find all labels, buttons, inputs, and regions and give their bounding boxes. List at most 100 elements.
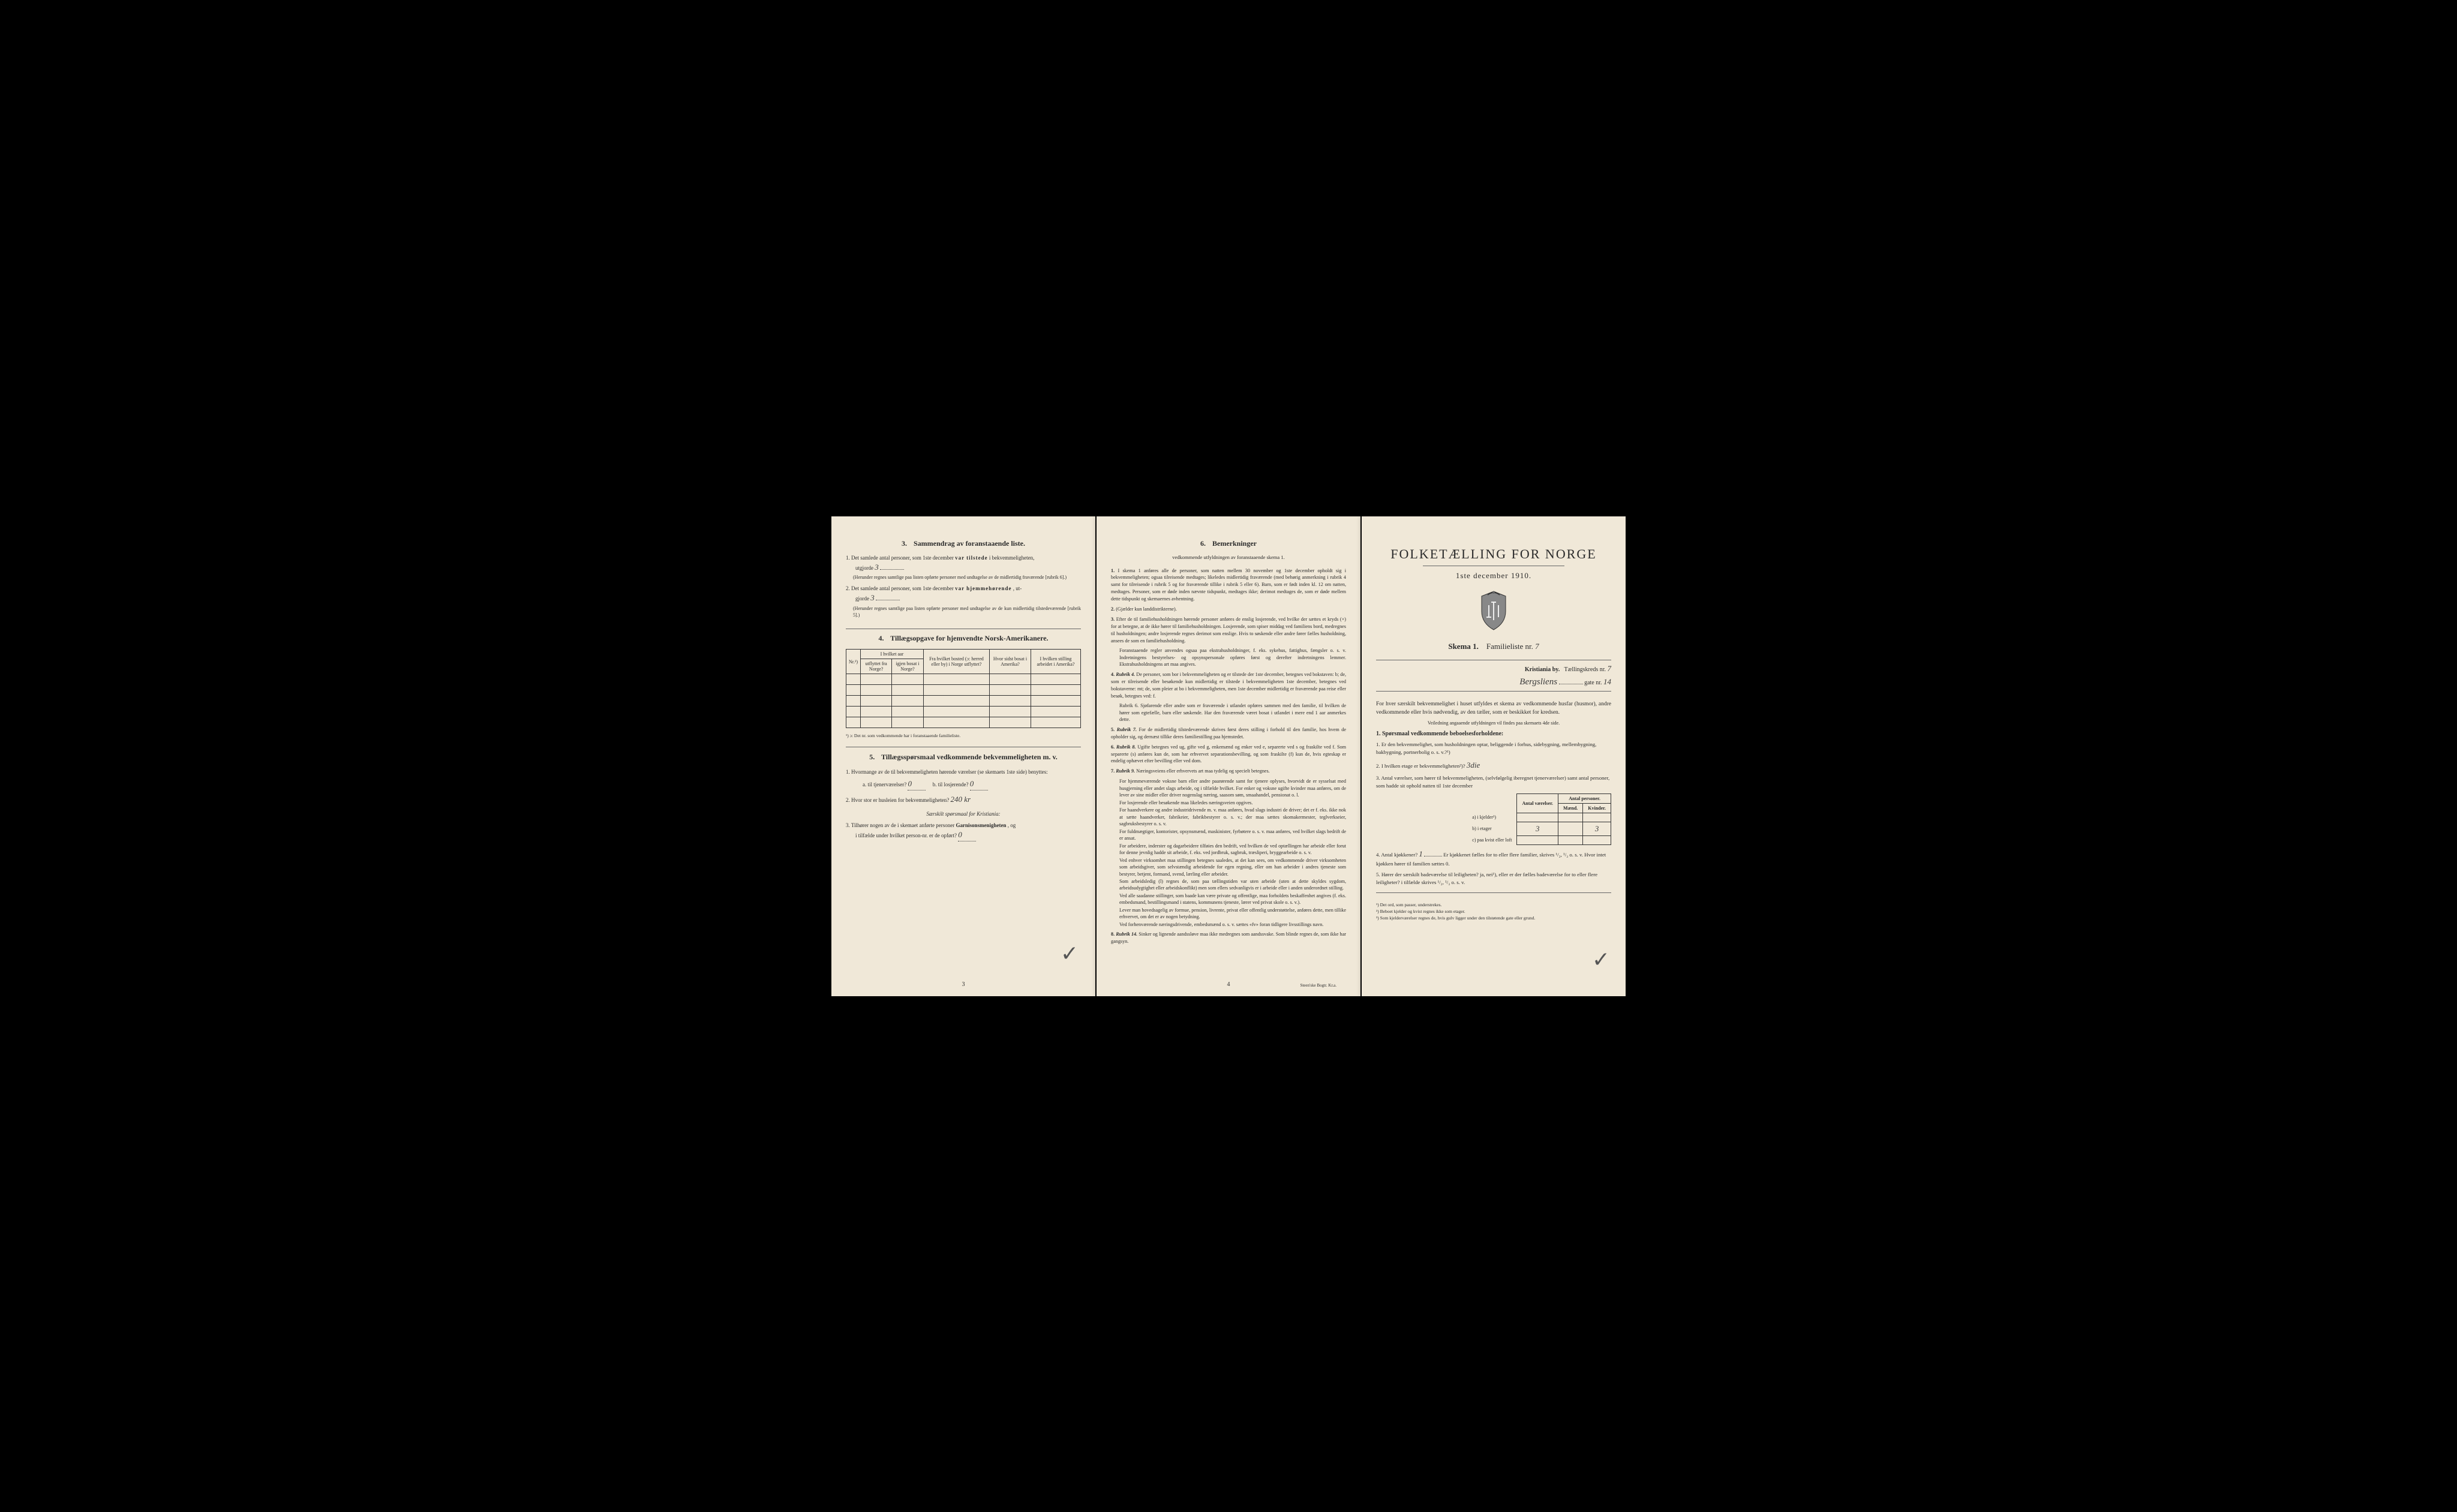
footnote-3: ³) Som kjelderværelser regnes de, hvis g…	[1376, 915, 1611, 921]
skema-line: Skema 1. Familieliste nr. 7	[1376, 642, 1611, 651]
checkmark-icon: ✓	[1592, 947, 1610, 972]
th-nr: Nr.¹)	[846, 650, 861, 674]
footnote-1: ¹) Det ord, som passer, understrekes.	[1376, 901, 1611, 908]
divider	[1376, 892, 1611, 893]
s3-item2-b: var hjemmehørende	[955, 585, 1011, 591]
section-3-num: 3.	[902, 539, 907, 548]
table-row	[846, 717, 1081, 728]
s3-item2-note: (Herunder regnes samtlige paa listen opf…	[853, 605, 1081, 619]
th-bosted: Fra hvilket bosted (ɔ: herred eller by) …	[923, 650, 989, 674]
city-line: Kristiania by. Tællingskreds nr. 7	[1376, 664, 1611, 674]
s5-b-val: 0	[970, 779, 974, 788]
section-3-title: Sammendrag av foranstaaende liste.	[914, 539, 1025, 548]
footnote-2: ²) Beboet kjelder og kvist regnes ikke s…	[1376, 908, 1611, 915]
remark-item: 8. Rubrik 14. Sinker og lignende aandssl…	[1111, 931, 1346, 945]
remark-item: 6. Rubrik 8. Ugifte betegnes ved ug, gif…	[1111, 744, 1346, 765]
s5-item2-num: 2.	[846, 797, 850, 803]
s5-subhead: Særskilt spørsmaal for Kristiania:	[846, 810, 1081, 818]
th-igjen: igjen bosat i Norge?	[892, 659, 924, 674]
rt-h1: Antal værelser.	[1517, 793, 1558, 813]
section-6-num: 6.	[1200, 539, 1206, 548]
s3-item1-a: Det samlede antal personer, som 1ste dec…	[851, 555, 954, 561]
s5-item3-d: i tilfælde under hvilket person-nr. er d…	[855, 832, 957, 838]
row-c-k	[1583, 835, 1611, 844]
row-a-m	[1558, 813, 1583, 822]
s5-item3: 3. Tilhører nogen av de i skemaet anført…	[846, 822, 1081, 841]
remark-item: 1. I skema 1 anføres alle de personer, s…	[1111, 567, 1346, 603]
page-number: 4	[1227, 981, 1230, 988]
s5-a-val: 0	[908, 779, 912, 788]
intro-text: For hver særskilt bekvemmelighet i huset…	[1376, 700, 1611, 717]
q5-num: 5.	[1376, 871, 1380, 877]
s5-item3-a: Tilhører nogen av de i skemaet anførte p…	[851, 822, 954, 828]
gate-label: gate nr.	[1584, 680, 1602, 686]
remark-para: For hjemmeværende voksne barn eller andr…	[1119, 778, 1346, 798]
section-5-title: Tillægsspørsmaal vedkommende bekvemmelig…	[881, 753, 1058, 761]
q3-num: 3.	[1376, 775, 1380, 781]
q1-text: Er den bekvemmelighet, som husholdningen…	[1376, 741, 1596, 755]
s3-item2-value: 3	[870, 593, 875, 602]
q4-num: 4.	[1376, 852, 1380, 858]
section-3-heading: 3. Sammendrag av foranstaaende liste.	[846, 539, 1081, 548]
printer-credit: Steen'ske Bogtr. Kr.a.	[1300, 983, 1336, 988]
s5-item3-b: Garnisonsmenigheten	[956, 822, 1006, 828]
row-b-m	[1558, 822, 1583, 835]
remark-para: Som arbeidsledig (l) regnes de, som paa …	[1119, 878, 1346, 892]
street-line: Bergsliens gate nr. 14	[1376, 677, 1611, 687]
s3-item1-b: var tilstede	[955, 555, 988, 561]
s5-item3-c: , og	[1008, 822, 1016, 828]
remark-para: Ved alle saadanne stillinger, som baade …	[1119, 892, 1346, 906]
remark-para: For arbeidere, inderster og dagarbeidere…	[1119, 843, 1346, 856]
table-row: b) i etager 3 3	[1467, 822, 1611, 835]
q1-num: 1.	[1376, 741, 1380, 747]
s3-item1: 1. Det samlede antal personer, som 1ste …	[846, 554, 1081, 581]
table-footnote: ¹) ɔ: Det nr. som vedkommende har i fora…	[846, 733, 1081, 738]
row-b-vaer: 3	[1517, 822, 1558, 835]
q2-value: 3die	[1467, 760, 1480, 769]
s3-item2-num: 2.	[846, 585, 850, 591]
s5-item1: 1. Hvormange av de til bekvemmeligheten …	[846, 768, 1081, 790]
th-utflyt: utflyttet fra Norge?	[861, 659, 892, 674]
row-a-k	[1583, 813, 1611, 822]
q3: 3. Antal værelser, som hører til bekvemm…	[1376, 774, 1611, 790]
row-b-label: b) i etager	[1467, 822, 1517, 835]
rt-h2b: Kvinder.	[1583, 803, 1611, 813]
remark-para: For haandverkere og andre industridriven…	[1119, 807, 1346, 827]
s3-item1-num: 1.	[846, 555, 850, 561]
remark-extra: Foranstaaende regler anvendes ogsaa paa …	[1119, 647, 1346, 668]
dotted-line	[880, 569, 904, 570]
remark-extra: Rubrik 6. Sjøfarende eller andre som er …	[1119, 702, 1346, 723]
divider	[1376, 691, 1611, 692]
table-row: c) paa kvist eller loft	[1467, 835, 1611, 844]
page-4: 6. Bemerkninger vedkommende utfyldningen…	[1097, 516, 1360, 996]
q5: 5. Hører der særskilt badeværelse til le…	[1376, 871, 1611, 886]
section-4-heading: 4. Tillægsopgave for hjemvendte Norsk-Am…	[846, 634, 1081, 643]
s3-item2-c: , ut-	[1013, 585, 1022, 591]
section-4-num: 4.	[878, 634, 884, 642]
row-c-label: c) paa kvist eller loft	[1467, 835, 1517, 844]
guide-note: Veiledning angaaende utfyldningen vil fi…	[1376, 720, 1611, 726]
s3-item1-c: i bekvemmeligheten,	[989, 555, 1034, 561]
familie-label: Familieliste nr.	[1486, 642, 1533, 651]
remark-item: 5. Rubrik 7. For de midlertidig tilstede…	[1111, 726, 1346, 741]
section-4-title: Tillægsopgave for hjemvendte Norsk-Ameri…	[890, 634, 1048, 642]
q2: 2. I hvilken etage er bekvemmeligheten²)…	[1376, 760, 1611, 771]
remarks-list: 1. I skema 1 anføres alle de personer, s…	[1111, 567, 1346, 946]
s5-item3-num: 3.	[846, 822, 850, 828]
room-table: Antal værelser. Antal personer. Mænd. Kv…	[1467, 793, 1611, 845]
table-row	[846, 674, 1081, 685]
s3-item1-value: 3	[875, 563, 879, 572]
kreds-label: Tællingskreds nr.	[1564, 666, 1606, 673]
q4: 4. Antal kjøkkener? 1 Er kjøkkenet fælle…	[1376, 849, 1611, 868]
q-heading: 1. Spørsmaal vedkommende beboelsesforhol…	[1376, 731, 1611, 737]
s5-item2-text: Hvor stor er husleien for bekvemmelighet…	[851, 797, 949, 803]
q4-value: 1	[1419, 849, 1423, 858]
remark-item: 7. Rubrik 9. Næringsveiens eller erhverv…	[1111, 768, 1346, 775]
remark-para: For losjerende eller besøkende maa likel…	[1119, 799, 1346, 806]
row-c-vaer	[1517, 835, 1558, 844]
dotted-line: 0	[970, 778, 988, 790]
dotted-line: 0	[958, 829, 976, 841]
s3-item1-note: (Herunder regnes samtlige paa listen opf…	[853, 574, 1081, 581]
table-row	[846, 707, 1081, 717]
section-6-title: Bemerkninger	[1212, 539, 1257, 548]
